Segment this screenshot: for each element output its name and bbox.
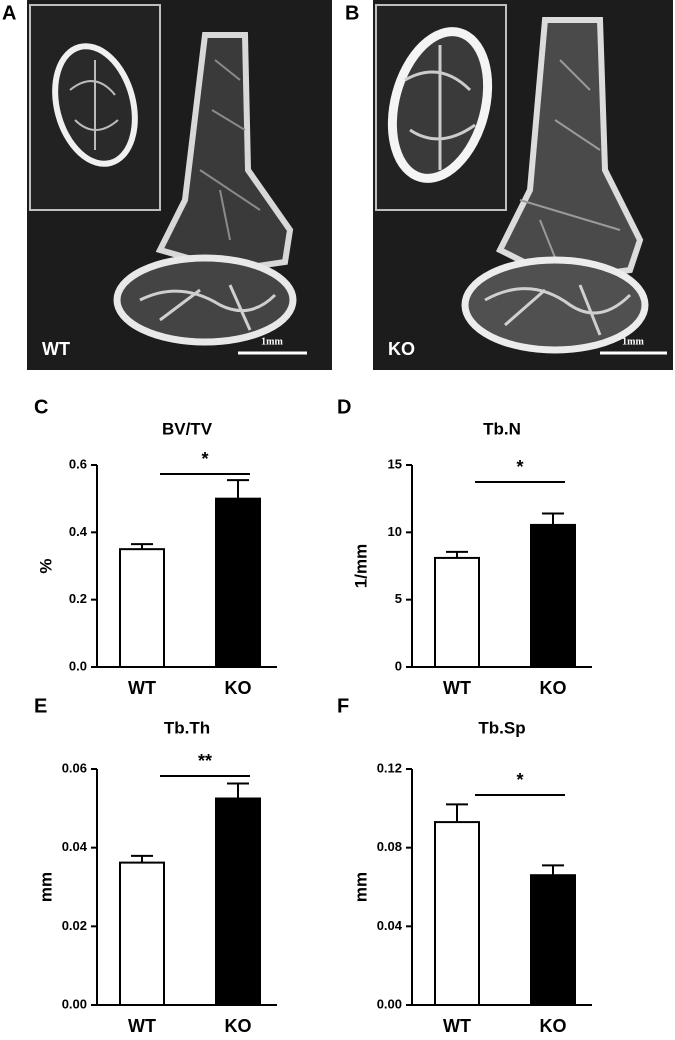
x-tick-label: KO [540,1016,567,1035]
chart-title: Tb.Sp [478,718,525,737]
y-axis-label: mm [36,872,55,902]
significance-label: * [516,770,523,790]
bar [530,523,576,669]
significance-label: * [516,457,523,477]
y-axis-label: mm [351,872,370,902]
x-tick-label: KO [225,1016,252,1035]
chart-title: BV/TV [162,419,213,438]
x-tick-label: KO [540,678,567,698]
x-tick-label: KO [225,678,252,698]
significance-label: ** [198,751,212,771]
micro-ct-image [373,0,673,370]
error-bar [131,854,153,863]
micro-ct-image [27,0,332,370]
y-tick-label: 0.4 [69,524,88,539]
y-tick-label: 0.02 [62,918,87,933]
error-bar [542,512,564,525]
chart-title: Tb.N [483,419,521,438]
x-tick-label: WT [128,1016,156,1035]
error-bar [542,864,564,876]
chart-title: Tb.Th [164,718,210,737]
error-bar [446,550,468,558]
y-tick-label: 0.08 [377,839,402,854]
y-tick-label: 0 [395,658,402,673]
bar [215,497,261,668]
y-tick-label: 0.0 [69,658,87,673]
y-tick-label: 0.6 [69,456,87,471]
panel-letter: C [34,396,48,418]
bar [530,874,576,1007]
y-tick-label: 0.2 [69,591,87,606]
y-axis-label: % [36,558,55,573]
y-tick-label: 0.00 [377,996,402,1011]
scale-bar-label: 1mm [261,336,283,347]
x-tick-label: WT [443,1016,471,1035]
y-tick-label: 0.04 [377,918,403,933]
panel-letter: B [345,2,359,24]
bar [215,797,261,1006]
panel-letter: D [337,396,351,418]
y-tick-label: 0.12 [377,760,402,775]
y-tick-label: 10 [388,524,402,539]
bar [119,548,165,669]
y-tick-label: 0.00 [62,996,87,1011]
y-axis-label: 1/mm [351,544,370,588]
y-tick-label: 0.04 [62,839,88,854]
x-tick-label: WT [443,678,471,698]
bar [119,861,165,1007]
error-bar [131,543,153,550]
panel-letter: E [34,695,47,717]
significance-label: * [201,449,208,469]
panel-letter: F [337,695,349,717]
y-tick-label: 15 [388,456,402,471]
y-tick-label: 0.06 [62,760,87,775]
y-tick-label: 5 [395,591,402,606]
image-label: WT [42,339,70,359]
scale-bar-label: 1mm [622,336,644,347]
error-bar [227,782,249,799]
bar [434,556,480,668]
panel-letter: A [2,2,16,24]
error-bar [446,803,468,823]
bar [434,821,480,1006]
x-tick-label: WT [128,678,156,698]
image-label: KO [388,339,415,359]
error-bar [227,479,249,499]
